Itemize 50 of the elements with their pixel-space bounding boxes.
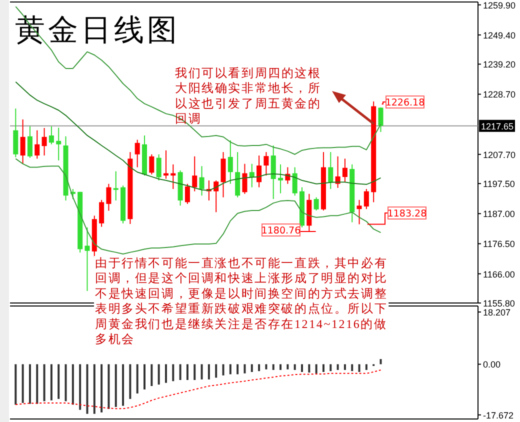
candlestick [378,106,384,133]
candlestick [113,170,118,201]
y-tick-label: 1239.20 [483,60,516,70]
candlestick [48,126,54,145]
y-tick-label: 1228.70 [483,90,516,100]
candlestick [214,180,219,213]
annotation: 由于行情不可能一直涨也不可能一直跌，其中必有回调，但是这个回调和快速上涨形成了明显的对比不是快速回调，更像是以时间换空间的方式去调整表明多头不希望重新跌破艰难突破的点位。所以下周黄金我们也是继续关注是否存在1214~1216的做多机会 [95,256,388,346]
candlestick [270,144,276,200]
y-tick-label: 18.207 [483,308,511,318]
candlestick [249,163,254,188]
candlestick [292,166,298,196]
candlestick [256,155,262,188]
candlestick [134,139,140,168]
y-tick-label: 1176.50 [483,239,515,250]
candlestick [34,130,40,160]
candlestick [364,188,369,210]
y-tick-label: 1197.50 [483,179,515,190]
candlestick [199,166,204,196]
line-series [15,369,382,410]
candlestick [184,183,190,204]
candlestick [106,183,112,212]
y-tick-label: -17.672 [483,410,514,420]
candlestick [242,163,248,194]
y-tick-label: 1207.70 [483,150,516,160]
y-tick-label: 1259.90 [483,0,516,10]
candlestick [328,152,334,190]
y-tick-label: 1166.00 [483,269,515,280]
candlestick [356,199,362,225]
line-series [15,158,382,255]
candlestick [314,196,319,211]
candlestick [42,128,47,156]
candlestick [156,154,162,181]
candlestick [264,152,269,176]
candlestick [278,164,284,194]
candlestick [20,118,26,164]
candlestick [56,127,62,161]
ref-line-label: 1217.65 [481,121,514,132]
candlestick [220,152,226,198]
candlestick [342,158,348,183]
candlestick [235,152,240,198]
candlestick [149,154,154,175]
y-tick-label: 1187.00 [483,209,515,220]
y-tick-label: 0.00 [483,360,501,370]
candlestick [228,140,233,184]
candlestick [27,126,32,158]
candlestick [84,226,90,292]
candlestick [192,156,198,192]
y-tick-label: 1249.40 [483,30,516,40]
candlestick [99,199,104,228]
y-tick-label: 1155.80 [483,298,515,308]
